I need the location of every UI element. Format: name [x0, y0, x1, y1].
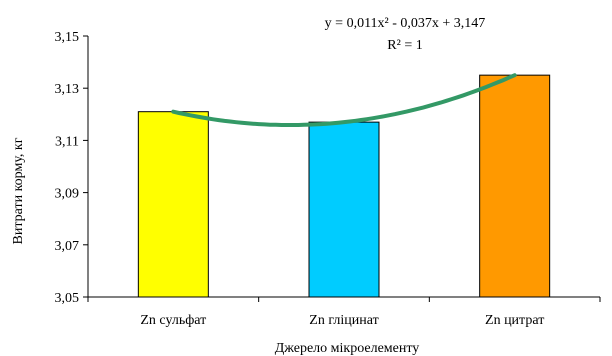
y-axis-label: Витрати корму, кг [11, 137, 26, 244]
bars-group [137, 74, 551, 298]
x-tick-label: Zn сульфат [140, 313, 206, 328]
y-tick-label: 3,05 [55, 291, 80, 306]
y-tick-label: 3,09 [55, 187, 80, 202]
bar-2 [308, 121, 380, 298]
bar-3 [479, 74, 551, 298]
trendline [171, 73, 517, 127]
trendline-equation: y = 0,011x² - 0,037x + 3,147 [325, 16, 486, 31]
bar-1 [137, 111, 209, 298]
x-tick-label: Zn гліцинат [309, 313, 378, 328]
y-tick-label: 3,13 [55, 82, 80, 97]
x-tick-label: Zn цитрат [485, 313, 544, 328]
y-tick-label: 3,11 [55, 134, 79, 149]
trendline-r-squared: R² = 1 [387, 38, 422, 53]
y-tick-label: 3,07 [55, 239, 80, 254]
x-axis-label: Джерело мікроелементу [275, 341, 420, 356]
x-ticks-group: Zn сульфат Zn гліцинат Zn цитрат [87, 297, 601, 328]
y-ticks-group: 3,05 3,07 3,09 3,11 3,13 3,15 [55, 30, 88, 306]
y-tick-label: 3,15 [55, 30, 80, 45]
